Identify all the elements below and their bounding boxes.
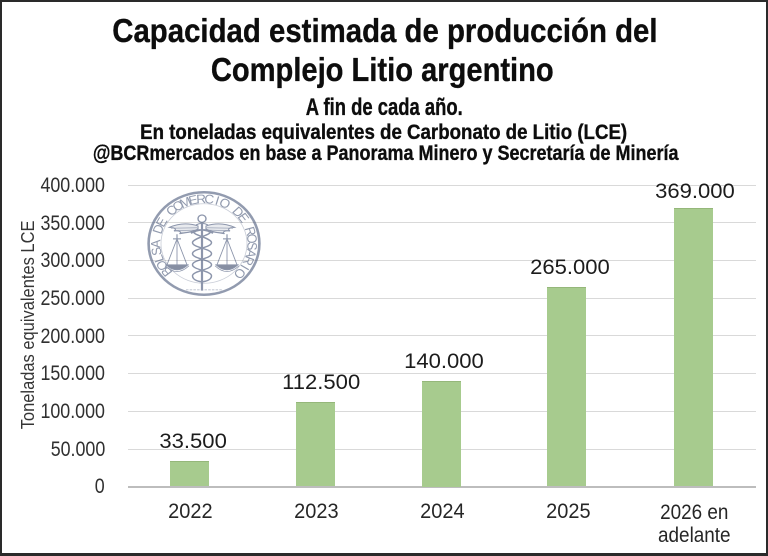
svg-text:R: R [196,191,207,206]
svg-text:M: M [177,193,193,210]
svg-text:E: E [187,192,200,208]
svg-text:A: A [148,239,164,248]
svg-text:I: I [237,262,252,273]
svg-text:A: A [242,248,259,260]
svg-text:R: R [242,225,260,238]
svg-text:D: D [149,222,167,235]
svg-text:S: S [244,241,260,250]
svg-text:S: S [148,245,165,256]
svg-text:L: L [150,253,167,264]
svg-text:I: I [213,193,221,208]
svg-text:O: O [244,233,261,244]
svg-text:C: C [204,191,215,206]
